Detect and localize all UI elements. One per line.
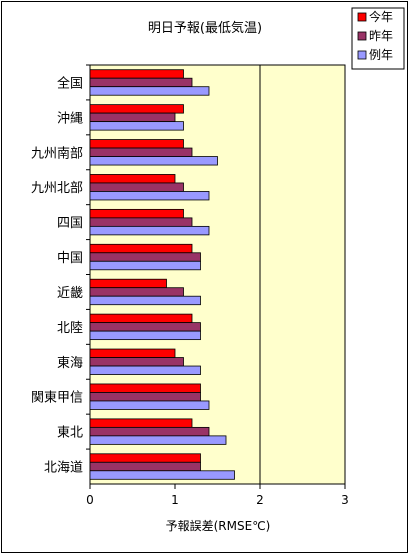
bar-今年-北海道 [89,453,201,463]
bar-昨年-四国 [89,217,193,227]
bar-昨年-近畿 [89,287,184,297]
category-label: 沖縄 [57,111,83,126]
bar-例年-近畿 [89,295,201,306]
bar-今年-全国 [89,69,184,79]
category-label: 近畿 [57,286,83,301]
bar-例年-沖縄 [89,121,184,131]
category-label: 東北 [57,425,83,441]
legend-label: 例年 [369,48,393,62]
bar-昨年-九州北部 [89,182,184,192]
plot-area [89,64,346,485]
x-axis-ticks: 0 1 2 3 [86,484,349,507]
legend-swatch [357,12,367,22]
category-label: 北海道 [44,461,83,476]
bar-今年-四国 [89,208,184,219]
bar-例年-関東甲信 [89,400,210,410]
category-label: 中国 [57,251,83,266]
bar-例年-北海道 [89,470,235,480]
bar-例年-九州南部 [89,156,218,166]
category-label: 四国 [57,216,83,231]
bar-今年-関東甲信 [89,383,201,393]
bar-例年-東海 [89,365,201,375]
bar-今年-九州北部 [89,174,176,184]
bar-今年-近畿 [89,278,167,289]
bar-今年-北陸 [89,313,193,324]
chart-title: 明日予報(最低気温) [148,20,262,36]
x-tick-label: 0 [86,493,94,507]
legend-swatch [357,31,367,41]
x-tick-label: 1 [171,493,179,507]
bar-例年-中国 [89,260,201,271]
bar-昨年-関東甲信 [89,392,201,402]
bar-例年-四国 [89,225,210,236]
x-tick-label: 3 [341,493,349,507]
category-label: 北陸 [57,320,83,336]
bar-昨年-北陸 [89,322,201,332]
category-label: 東海 [57,355,83,371]
bars [89,69,235,480]
bar-昨年-東海 [89,357,184,367]
bar-昨年-九州南部 [89,147,193,157]
bar-昨年-沖縄 [89,112,176,123]
bar-今年-九州南部 [89,139,184,149]
bar-昨年-全国 [89,77,193,88]
bar-今年-中国 [89,243,193,254]
legend-label: 今年 [369,9,393,24]
bar-昨年-東北 [89,426,210,437]
bar-今年-東北 [89,418,193,428]
x-axis-label: 予報誤差(RMSE℃) [166,518,271,533]
category-label: 九州南部 [31,145,83,161]
bar-昨年-中国 [89,252,201,262]
bar-例年-九州北部 [89,191,210,201]
legend-label: 昨年 [369,29,393,43]
bar-例年-東北 [89,435,227,445]
bar-例年-北陸 [89,330,201,341]
category-label: 関東甲信 [31,390,83,406]
category-label: 全国 [57,75,83,91]
category-label: 九州北部 [31,181,83,196]
bar-例年-全国 [89,86,210,96]
x-tick-label: 2 [256,493,264,507]
bar-今年-東海 [89,348,176,358]
bar-今年-沖縄 [89,104,184,114]
bar-昨年-北海道 [89,461,201,472]
legend-swatch [357,50,367,60]
